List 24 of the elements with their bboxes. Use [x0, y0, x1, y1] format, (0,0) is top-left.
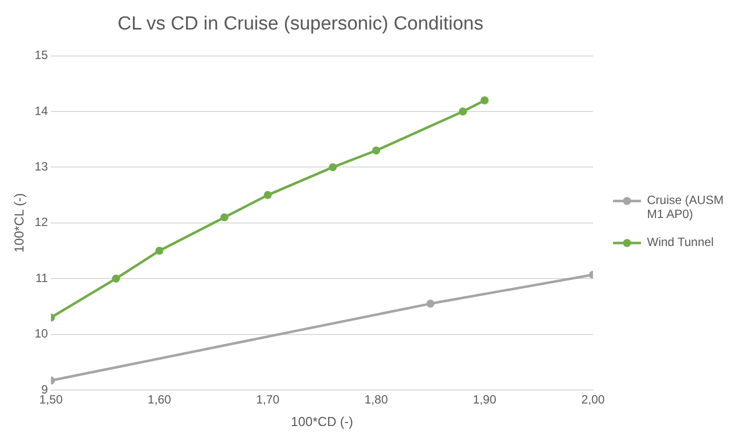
y-tick-label: 10 — [34, 326, 48, 341]
x-tick-label: 1,90 — [472, 392, 497, 407]
legend-label: Wind Tunnel — [647, 235, 714, 249]
point — [458, 108, 467, 116]
point — [372, 146, 380, 154]
chart-title: CL vs CD in Cruise (supersonic) Conditions — [118, 14, 484, 35]
y-tick-label: 14 — [34, 104, 48, 118]
x-tick-label: 1,70 — [256, 392, 280, 407]
x-axis-title: 100*CD (-) — [290, 414, 354, 429]
point — [328, 163, 337, 172]
y-tick-label: 15 — [34, 48, 48, 62]
x-tick-label: 1,80 — [364, 392, 388, 407]
point — [264, 191, 272, 200]
point — [155, 246, 164, 255]
point — [112, 274, 120, 283]
x-tick-label: 1,60 — [148, 392, 172, 407]
y-tick-label: 11 — [35, 270, 48, 285]
x-tick-label: 2,00 — [581, 392, 605, 407]
legend-label: Cruise (AUSM M1 AP0) — [647, 193, 725, 221]
y-axis-title: 100*CL (-) — [11, 193, 26, 253]
point — [480, 96, 489, 104]
point — [220, 213, 228, 222]
y-tick-label: 12 — [34, 215, 48, 230]
y-tick-label: 13 — [34, 160, 48, 174]
